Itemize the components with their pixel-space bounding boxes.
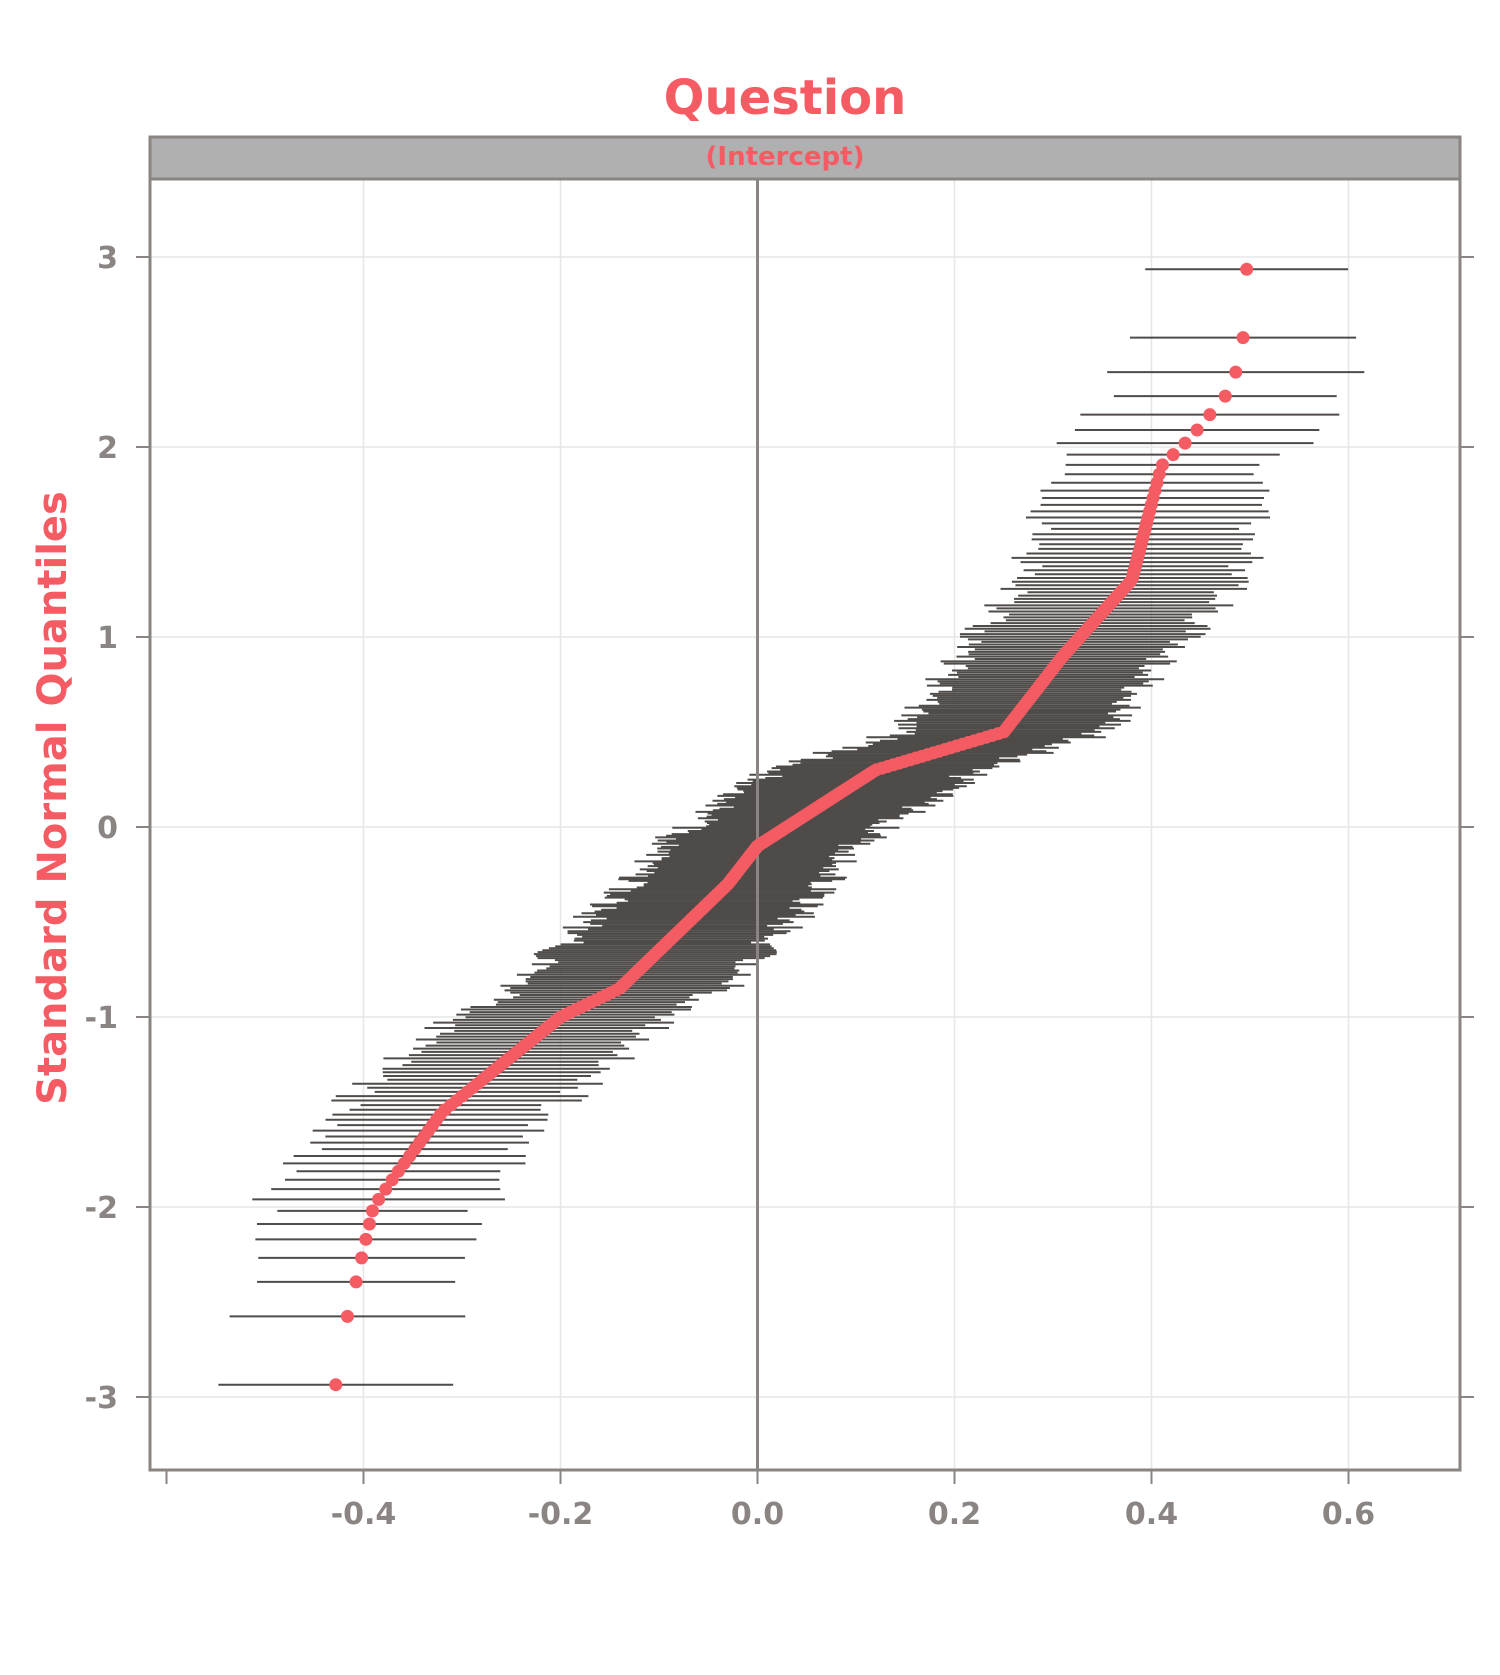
- plot-frame: [148, 177, 1462, 1472]
- y-tick-labels: -3 -2 -1 0 1 2 3: [85, 241, 118, 1416]
- data-point: [1166, 448, 1180, 462]
- data-point: [329, 1378, 343, 1392]
- data-point: [362, 1217, 376, 1231]
- x-tick-labels: -0.4 -0.2 0.0 0.2 0.4 0.6: [331, 1497, 1375, 1532]
- data-point: [1229, 365, 1243, 379]
- data-point: [379, 1182, 393, 1196]
- y-tick-label: -2: [85, 1191, 118, 1226]
- x-tick-label: -0.4: [331, 1497, 397, 1532]
- data-point: [1203, 408, 1217, 422]
- data-point: [1178, 436, 1192, 450]
- y-tick-label: 0: [97, 811, 118, 846]
- data-point: [1240, 262, 1254, 276]
- y-tick-label: 2: [97, 431, 118, 466]
- data-point: [355, 1251, 369, 1265]
- x-tick-label: -0.2: [528, 1497, 594, 1532]
- data-point: [1156, 458, 1170, 472]
- y-tick-label: 3: [97, 241, 118, 276]
- data-point: [365, 1204, 379, 1218]
- chart-title: Question: [664, 70, 907, 126]
- y-tick-label: -1: [85, 1001, 118, 1036]
- data-points: [329, 262, 1254, 1392]
- x-tick-label: 0.4: [1125, 1497, 1178, 1532]
- x-tick-label: 0.0: [731, 1497, 784, 1532]
- data-point: [1190, 423, 1204, 437]
- y-axis-label: Standard Normal Quantiles: [30, 491, 76, 1105]
- data-point: [1236, 331, 1250, 345]
- y-tick-label: 1: [97, 621, 118, 656]
- data-point: [1218, 389, 1232, 403]
- data-point: [349, 1275, 363, 1289]
- y-tick-label: -3: [85, 1381, 118, 1416]
- data-point: [340, 1309, 354, 1323]
- data-point: [372, 1192, 386, 1206]
- strip-label: (Intercept): [706, 142, 865, 172]
- x-tick-label: 0.2: [928, 1497, 981, 1532]
- x-tick-label: 0.6: [1322, 1497, 1375, 1532]
- axis-ticks: [136, 256, 1474, 1484]
- data-point: [359, 1232, 373, 1246]
- strip-background: [148, 135, 1462, 181]
